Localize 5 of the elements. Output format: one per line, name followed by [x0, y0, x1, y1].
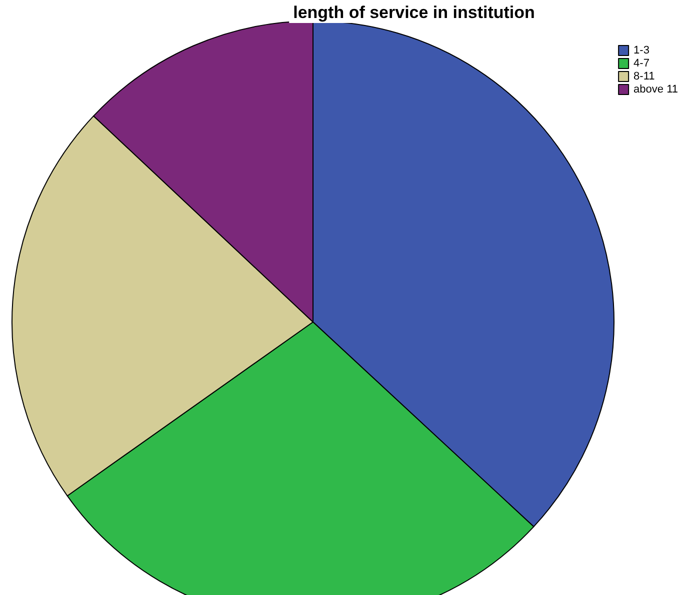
- chart-title: length of service in institution: [293, 3, 535, 22]
- legend-label: 4-7: [634, 58, 650, 70]
- legend-label: above 11: [634, 84, 678, 96]
- legend-label: 1-3: [634, 44, 650, 56]
- legend-label: 8-11: [634, 70, 655, 82]
